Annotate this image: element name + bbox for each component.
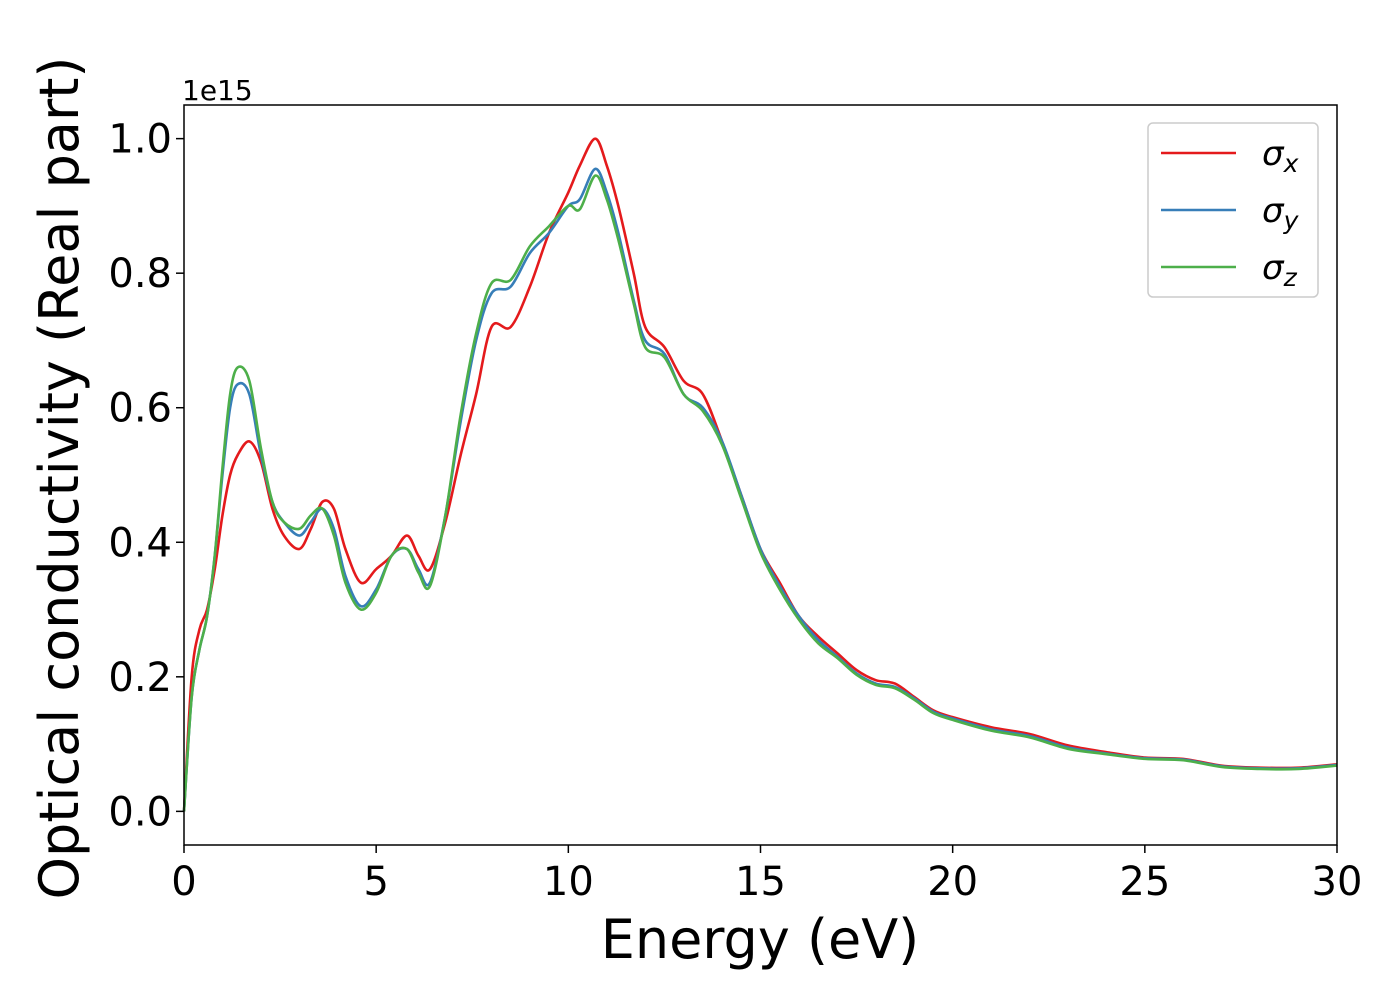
- y-tick-label: 0.0: [108, 789, 172, 835]
- plot-area: [184, 105, 1337, 845]
- x-tick-label: 5: [363, 859, 388, 905]
- legend: σx σy σz: [1147, 122, 1319, 298]
- y-axis-ticks: 0.0 0.2 0.4 0.6 0.8 1.0: [108, 117, 184, 835]
- x-tick-label: 15: [735, 859, 786, 905]
- x-tick-label: 30: [1312, 859, 1363, 905]
- legend-entry-sigma-z-label: σz: [1262, 248, 1298, 292]
- x-axis-ticks: 0 5 10 15 20 25 30: [171, 845, 1362, 905]
- y-tick-label: 0.6: [108, 386, 172, 432]
- x-tick-label: 25: [1119, 859, 1170, 905]
- y-tick-label: 1.0: [108, 117, 172, 163]
- y-axis-title: Optical conductivity (Real part): [28, 57, 91, 900]
- legend-entry-sigma-x-label: σx: [1262, 134, 1299, 178]
- legend-entry-sigma-y-label: σy: [1262, 191, 1300, 235]
- y-offset-label: 1e15: [182, 74, 253, 107]
- series-layer: [182, 137, 1338, 812]
- x-tick-label: 10: [543, 859, 594, 905]
- y-tick-label: 0.2: [108, 655, 172, 701]
- x-axis-title: Energy (eV): [601, 908, 920, 971]
- y-tick-label: 0.4: [108, 520, 172, 566]
- x-tick-label: 20: [927, 859, 978, 905]
- x-tick-label: 0: [171, 859, 196, 905]
- y-tick-label: 0.8: [108, 251, 172, 297]
- sigma-z-line: [182, 174, 1338, 812]
